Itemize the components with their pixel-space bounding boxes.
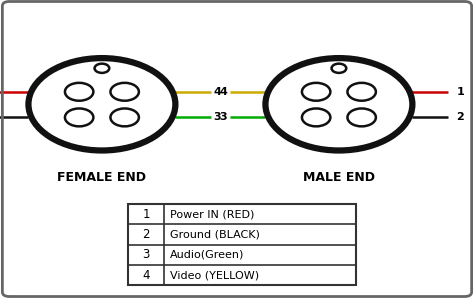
- Circle shape: [347, 108, 376, 126]
- Text: Ground (BLACK): Ground (BLACK): [170, 229, 260, 240]
- Text: Video (YELLOW): Video (YELLOW): [170, 270, 259, 280]
- Circle shape: [302, 83, 330, 101]
- Circle shape: [347, 83, 376, 101]
- Circle shape: [65, 83, 93, 101]
- Bar: [128, 204, 356, 285]
- Circle shape: [30, 59, 174, 150]
- Text: 2: 2: [142, 228, 150, 241]
- Text: 3: 3: [219, 112, 227, 122]
- Text: 4: 4: [213, 87, 221, 97]
- Circle shape: [267, 59, 411, 150]
- Text: 4: 4: [142, 268, 150, 282]
- Circle shape: [302, 108, 330, 126]
- Text: 3: 3: [214, 112, 221, 122]
- Text: FEMALE END: FEMALE END: [57, 171, 146, 184]
- Text: 2: 2: [456, 112, 464, 122]
- Text: Audio(Green): Audio(Green): [170, 250, 245, 260]
- Text: 3: 3: [143, 248, 150, 261]
- Text: 4: 4: [219, 87, 228, 97]
- Text: 1: 1: [456, 87, 464, 97]
- Text: MALE END: MALE END: [303, 171, 375, 184]
- Circle shape: [94, 64, 109, 73]
- Circle shape: [65, 108, 93, 126]
- Text: 1: 1: [142, 208, 150, 221]
- Circle shape: [110, 83, 139, 101]
- Circle shape: [110, 108, 139, 126]
- Circle shape: [331, 64, 346, 73]
- Text: Power IN (RED): Power IN (RED): [170, 209, 255, 219]
